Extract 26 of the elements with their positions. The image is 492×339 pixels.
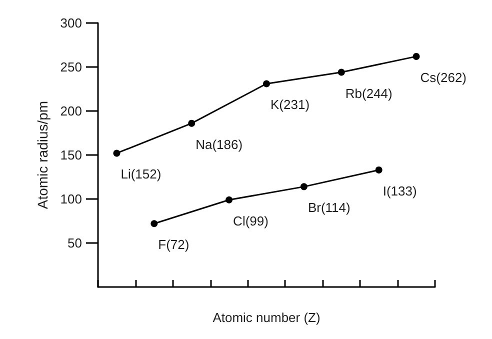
point bbox=[338, 68, 345, 76]
y-tick-label: 150 bbox=[60, 148, 82, 162]
data-label: K(231) bbox=[270, 97, 310, 112]
y-tick-label: 100 bbox=[60, 192, 82, 206]
data-label: I(133) bbox=[382, 183, 417, 198]
point bbox=[226, 196, 233, 204]
point bbox=[113, 150, 120, 157]
data-label: Cl(99) bbox=[233, 213, 268, 228]
y-axis-title: Atomic radius/pm bbox=[34, 100, 50, 210]
data-label: Rb(244) bbox=[345, 86, 392, 101]
point bbox=[412, 52, 420, 60]
y-tick-label: 200 bbox=[60, 104, 82, 118]
data-label: Na(186) bbox=[196, 136, 243, 152]
y-tick-label: 250 bbox=[60, 60, 82, 74]
point bbox=[263, 80, 270, 88]
point bbox=[188, 120, 196, 127]
y-tick-label: 300 bbox=[60, 16, 82, 30]
point bbox=[300, 183, 308, 190]
data-label: Br(114) bbox=[308, 200, 350, 216]
x-axis-title: Atomic number (Z) bbox=[212, 310, 320, 325]
data-label: F(72) bbox=[158, 237, 190, 252]
point bbox=[375, 166, 382, 174]
data-label: Li(152) bbox=[120, 166, 162, 182]
point bbox=[150, 220, 158, 228]
y-tick-label: 50 bbox=[68, 236, 82, 250]
data-label: Cs(262) bbox=[420, 70, 467, 85]
